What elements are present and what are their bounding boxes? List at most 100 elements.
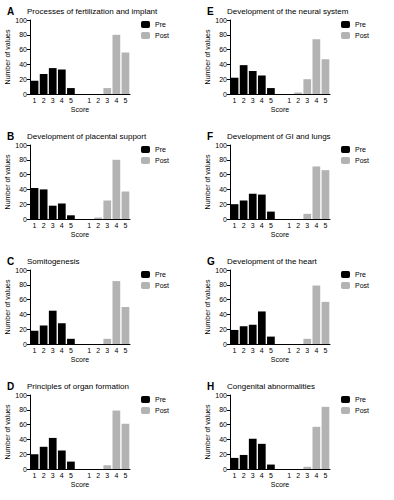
svg-text:Number of values: Number of values (4, 404, 11, 459)
svg-text:40: 40 (219, 186, 227, 193)
svg-text:2: 2 (96, 97, 100, 104)
svg-text:5: 5 (269, 97, 273, 104)
svg-text:4: 4 (314, 222, 318, 229)
svg-text:4: 4 (60, 347, 64, 354)
svg-text:H: H (207, 381, 214, 392)
svg-text:1: 1 (87, 347, 91, 354)
svg-text:2: 2 (242, 222, 246, 229)
svg-text:5: 5 (324, 472, 328, 479)
svg-text:5: 5 (124, 472, 128, 479)
svg-text:4: 4 (114, 97, 118, 104)
svg-text:Score: Score (271, 481, 289, 488)
svg-text:0: 0 (223, 216, 227, 223)
svg-text:A: A (7, 6, 14, 17)
svg-text:20: 20 (19, 76, 27, 83)
svg-text:4: 4 (114, 222, 118, 229)
svg-text:60: 60 (219, 296, 227, 303)
svg-text:20: 20 (19, 451, 27, 458)
svg-text:0: 0 (23, 91, 27, 98)
svg-text:Development of the neural syst: Development of the neural system (227, 7, 349, 16)
svg-text:40: 40 (219, 61, 227, 68)
svg-text:Post: Post (155, 407, 169, 414)
svg-text:100: 100 (15, 17, 27, 24)
svg-text:F: F (207, 131, 213, 142)
svg-text:0: 0 (223, 341, 227, 348)
svg-text:Development of GI and lungs: Development of GI and lungs (227, 132, 331, 141)
svg-text:5: 5 (124, 222, 128, 229)
svg-text:5: 5 (324, 347, 328, 354)
svg-text:80: 80 (19, 31, 27, 38)
svg-text:20: 20 (219, 326, 227, 333)
svg-text:4: 4 (114, 347, 118, 354)
svg-text:Post: Post (155, 157, 169, 164)
svg-text:5: 5 (124, 97, 128, 104)
svg-text:Pre: Pre (155, 396, 166, 403)
svg-text:20: 20 (19, 201, 27, 208)
svg-text:E: E (207, 6, 214, 17)
svg-text:3: 3 (305, 472, 309, 479)
svg-text:Number of values: Number of values (204, 29, 211, 84)
svg-text:80: 80 (219, 281, 227, 288)
svg-text:100: 100 (215, 17, 227, 24)
svg-text:80: 80 (19, 156, 27, 163)
svg-text:2: 2 (42, 222, 46, 229)
svg-text:80: 80 (219, 406, 227, 413)
svg-text:2: 2 (296, 347, 300, 354)
svg-text:5: 5 (69, 97, 73, 104)
svg-text:5: 5 (69, 222, 73, 229)
svg-text:3: 3 (51, 347, 55, 354)
svg-text:4: 4 (114, 472, 118, 479)
svg-text:0: 0 (23, 341, 27, 348)
svg-text:Pre: Pre (355, 21, 366, 28)
svg-text:Development of the heart: Development of the heart (227, 257, 318, 266)
svg-text:Principles of organ formation: Principles of organ formation (27, 382, 129, 391)
svg-text:2: 2 (296, 472, 300, 479)
svg-text:4: 4 (60, 222, 64, 229)
svg-text:100: 100 (215, 392, 227, 399)
svg-text:Score: Score (271, 231, 289, 238)
svg-text:2: 2 (96, 472, 100, 479)
svg-text:3: 3 (51, 472, 55, 479)
svg-text:1: 1 (233, 97, 237, 104)
svg-text:20: 20 (19, 326, 27, 333)
svg-text:Somitogenesis: Somitogenesis (27, 257, 79, 266)
svg-text:0: 0 (223, 466, 227, 473)
svg-text:4: 4 (260, 97, 264, 104)
svg-text:3: 3 (105, 222, 109, 229)
svg-text:Score: Score (71, 106, 89, 113)
svg-text:20: 20 (219, 76, 227, 83)
svg-text:0: 0 (223, 91, 227, 98)
svg-text:Number of values: Number of values (204, 279, 211, 334)
svg-text:Number of values: Number of values (4, 29, 11, 84)
svg-text:40: 40 (19, 186, 27, 193)
svg-text:1: 1 (87, 472, 91, 479)
svg-text:40: 40 (19, 61, 27, 68)
svg-text:4: 4 (60, 97, 64, 104)
svg-text:3: 3 (305, 97, 309, 104)
svg-text:D: D (7, 381, 14, 392)
svg-text:4: 4 (260, 222, 264, 229)
svg-text:5: 5 (124, 347, 128, 354)
svg-text:Pre: Pre (355, 146, 366, 153)
svg-text:2: 2 (42, 347, 46, 354)
svg-text:Score: Score (271, 106, 289, 113)
svg-text:3: 3 (305, 347, 309, 354)
svg-text:Post: Post (355, 157, 369, 164)
svg-text:3: 3 (105, 347, 109, 354)
svg-text:60: 60 (19, 421, 27, 428)
svg-text:2: 2 (96, 222, 100, 229)
svg-text:40: 40 (19, 311, 27, 318)
svg-text:80: 80 (219, 156, 227, 163)
svg-text:0: 0 (23, 466, 27, 473)
svg-text:Post: Post (155, 32, 169, 39)
svg-text:4: 4 (260, 472, 264, 479)
svg-text:1: 1 (87, 97, 91, 104)
svg-text:60: 60 (19, 171, 27, 178)
svg-text:80: 80 (219, 31, 227, 38)
svg-text:Pre: Pre (355, 396, 366, 403)
svg-text:1: 1 (33, 472, 37, 479)
svg-text:Number of values: Number of values (4, 154, 11, 209)
svg-text:Congenital abnormalities: Congenital abnormalities (227, 382, 315, 391)
svg-text:Number of values: Number of values (204, 404, 211, 459)
svg-text:100: 100 (215, 142, 227, 149)
